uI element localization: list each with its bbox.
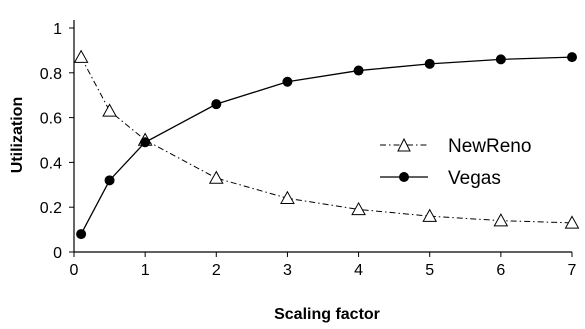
data-point-vegas [140, 137, 151, 148]
data-point-vegas [211, 99, 222, 110]
series-layer [73, 49, 580, 240]
data-point-newreno [280, 190, 295, 204]
plot-area: 0 1 2 3 4 5 6 7 0 0.2 0.4 0.6 0.8 1 [40, 20, 580, 279]
x-tick-label: 5 [425, 262, 434, 279]
x-tick-label: 1 [141, 262, 150, 279]
y-tick-label: 0 [53, 245, 62, 262]
x-tick-label: 0 [70, 262, 79, 279]
data-point-vegas [353, 65, 364, 76]
legend-label-vegas: Vegas [448, 168, 501, 189]
x-tick-label: 6 [496, 262, 505, 279]
data-point-newreno [351, 201, 366, 216]
y-tick-label: 0.8 [40, 66, 62, 83]
data-point-vegas [424, 58, 435, 69]
data-point-vegas [495, 54, 506, 65]
data-point-newreno [422, 208, 438, 222]
data-point-newreno [564, 215, 580, 229]
legend-marker-newreno [397, 137, 411, 152]
y-axis-title: Utilization [9, 97, 26, 173]
y-tick-label: 0.6 [40, 111, 62, 128]
x-axis-title: Scaling factor [274, 306, 380, 323]
legend-item-newreno: NewReno [380, 136, 531, 157]
y-tick-label: 0.2 [40, 200, 62, 217]
data-point-vegas [76, 229, 87, 240]
y-axis-ticks: 0 0.2 0.4 0.6 0.8 1 [40, 21, 74, 262]
legend-label-newreno: NewReno [448, 136, 531, 157]
data-point-newreno [73, 49, 89, 63]
x-tick-label: 3 [283, 262, 292, 279]
data-point-newreno [208, 170, 224, 184]
data-point-vegas [282, 76, 293, 87]
data-point-vegas [567, 52, 577, 63]
legend: NewReno Vegas [380, 136, 531, 189]
data-point-newreno [493, 213, 509, 227]
x-tick-label: 7 [568, 262, 577, 279]
x-tick-label: 2 [212, 262, 221, 279]
legend-marker-vegas [399, 172, 409, 182]
data-point-newreno [102, 103, 117, 117]
y-tick-label: 1 [53, 21, 62, 38]
y-tick-label: 0.4 [40, 155, 62, 172]
legend-item-vegas: Vegas [380, 168, 501, 189]
data-point-vegas [104, 175, 115, 186]
x-tick-label: 4 [354, 262, 363, 279]
x-axis-ticks: 0 1 2 3 4 5 6 7 [70, 252, 577, 279]
